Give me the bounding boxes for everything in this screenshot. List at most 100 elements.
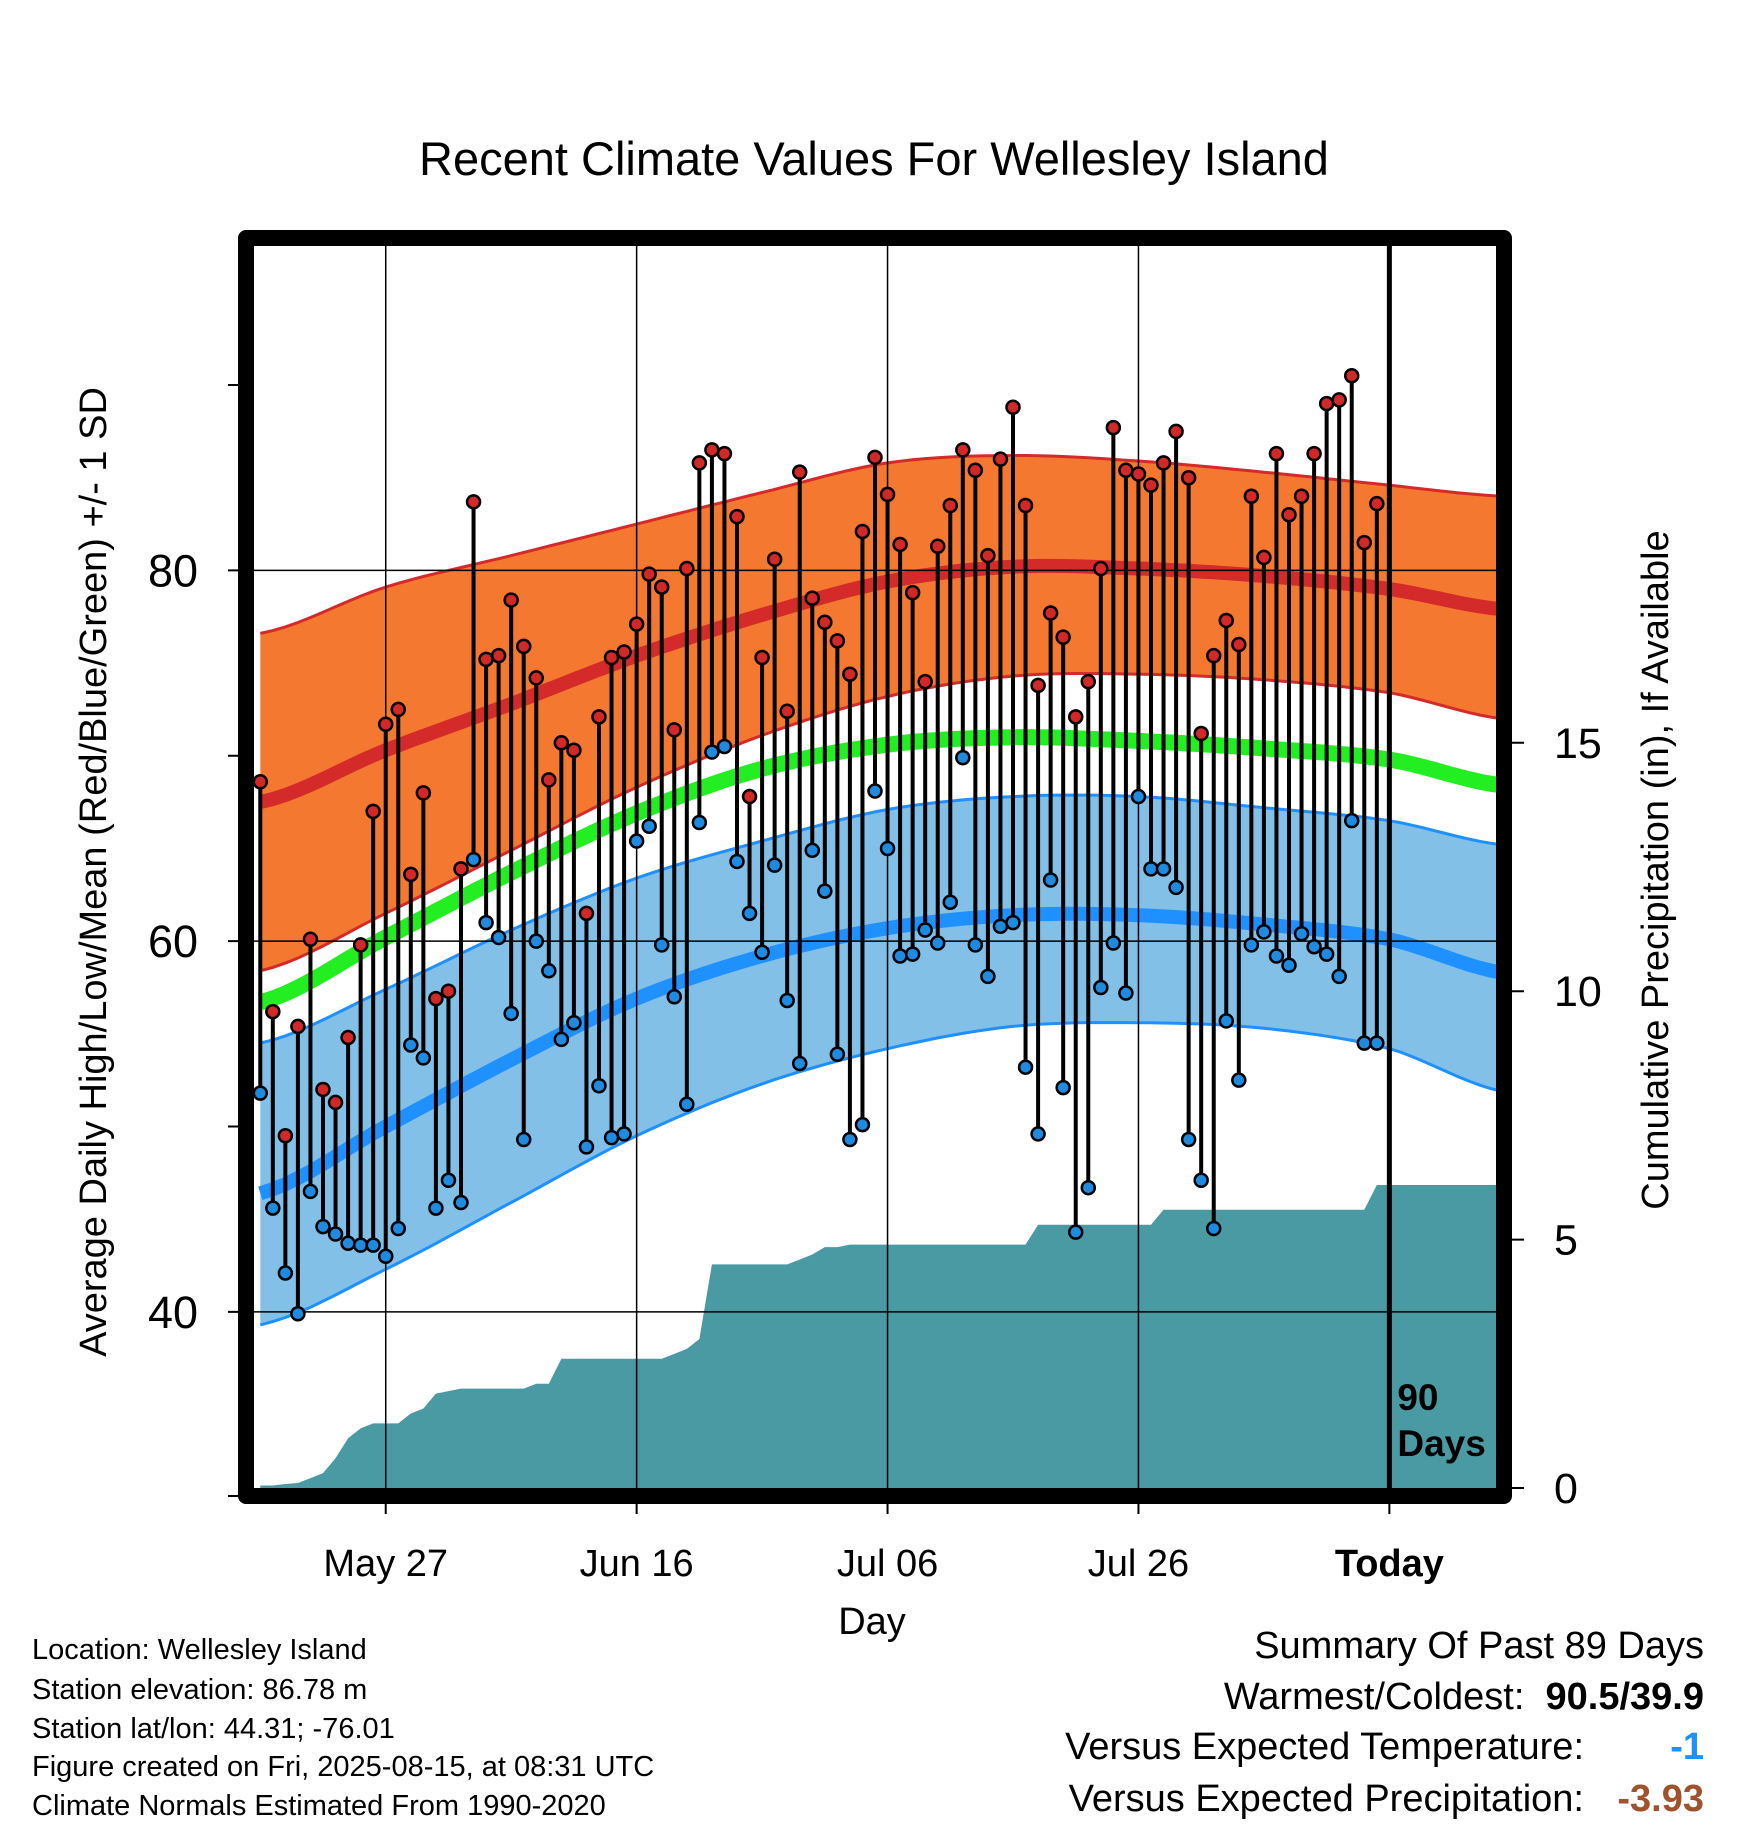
daily-low-point xyxy=(1356,1035,1373,1051)
daily-high-point xyxy=(1180,469,1197,486)
temp-label: Versus Expected Temperature: xyxy=(1065,1726,1584,1768)
daily-high-point xyxy=(1343,368,1360,384)
daily-low-point xyxy=(1030,1126,1046,1142)
y-tick-label: 40 xyxy=(148,1287,198,1338)
daily-low-point xyxy=(967,937,984,953)
daily-high-point xyxy=(1231,636,1247,653)
daily-high-point xyxy=(1080,673,1097,690)
daily-low-point xyxy=(666,989,683,1005)
daily-high-point xyxy=(679,560,695,577)
daily-low-point xyxy=(691,814,708,831)
daily-high-point xyxy=(854,523,871,540)
precip-row: Versus Expected Precipitation: -3.93 xyxy=(1069,1780,1704,1818)
daily-high-point xyxy=(327,1094,344,1111)
daily-low-point xyxy=(1343,812,1360,829)
daily-high-point xyxy=(1055,629,1071,645)
daily-high-point xyxy=(955,442,971,458)
daily-low-point xyxy=(628,833,645,849)
daily-high-point xyxy=(465,494,482,510)
daily-high-point xyxy=(942,497,959,514)
daily-low-point xyxy=(390,1220,407,1237)
daily-low-point xyxy=(515,1131,532,1148)
daily-high-point xyxy=(817,614,833,631)
daily-low-point xyxy=(716,738,733,755)
daily-low-point xyxy=(591,1077,607,1094)
daily-low-point xyxy=(578,1139,595,1155)
daily-high-point xyxy=(1293,488,1310,505)
y2-tick-label: 15 xyxy=(1554,720,1602,768)
daily-low-point xyxy=(892,948,908,964)
daily-low-point xyxy=(490,929,507,946)
elevation-text: Station elevation: 86.78 m xyxy=(32,1674,368,1706)
daily-high-point xyxy=(1017,497,1034,514)
daily-high-point xyxy=(992,451,1009,467)
daily-high-point xyxy=(1331,392,1347,408)
daily-low-point xyxy=(616,1126,632,1142)
daily-low-point xyxy=(453,1194,469,1211)
daily-high-point xyxy=(1168,423,1184,440)
temp-value: -1 xyxy=(1670,1726,1704,1768)
daily-low-point xyxy=(415,1050,432,1066)
daily-high-point xyxy=(254,773,269,790)
daily-low-point xyxy=(641,818,657,834)
daily-low-point xyxy=(1118,985,1134,1001)
daily-low-point xyxy=(1218,1013,1235,1029)
summary-title: Summary Of Past 89 Days xyxy=(1254,1625,1704,1667)
daily-high-point xyxy=(628,616,645,632)
daily-high-point xyxy=(1268,445,1285,462)
daily-high-point xyxy=(729,508,745,525)
daily-high-point xyxy=(478,651,494,668)
warm-cold-value: 90.5/39.9 xyxy=(1545,1676,1704,1718)
daily-high-point xyxy=(829,633,846,649)
daily-high-point xyxy=(1243,488,1260,505)
daily-high-point xyxy=(1143,477,1159,493)
daily-low-point xyxy=(377,1248,394,1265)
daily-high-point xyxy=(1306,445,1322,462)
warm-cold-label: Warmest/Coldest: xyxy=(1223,1676,1525,1718)
daily-high-point xyxy=(302,931,319,948)
daily-high-point xyxy=(1155,455,1172,471)
daily-high-point xyxy=(1205,647,1222,664)
daily-low-point xyxy=(302,1183,319,1200)
daily-high-point xyxy=(867,449,883,466)
daily-high-point xyxy=(553,735,570,751)
normals-text: Climate Normals Estimated From 1990-2020 xyxy=(32,1790,606,1822)
y-tick-label: 60 xyxy=(148,916,198,967)
daily-high-point xyxy=(541,772,557,788)
daily-low-point xyxy=(340,1235,356,1252)
daily-low-point xyxy=(929,935,946,951)
daily-low-point xyxy=(942,894,959,910)
y2-tick-label: 10 xyxy=(1554,968,1602,1016)
daily-low-point xyxy=(1067,1224,1084,1240)
daily-low-point xyxy=(704,744,720,760)
daily-high-point xyxy=(666,722,683,738)
x-tick-label: May 27 xyxy=(323,1543,448,1585)
daily-high-point xyxy=(766,551,783,568)
daily-low-point xyxy=(904,946,921,962)
daily-high-point xyxy=(904,584,921,601)
daily-high-point xyxy=(428,990,444,1007)
daily-high-point xyxy=(691,455,708,471)
daily-high-point xyxy=(1005,399,1021,416)
daily-low-point xyxy=(879,840,896,857)
daily-high-point xyxy=(1281,507,1297,523)
daily-high-point xyxy=(603,649,620,666)
daily-low-point xyxy=(465,851,482,868)
daily-high-point xyxy=(440,983,457,999)
daily-low-point xyxy=(428,1200,444,1216)
daily-low-point xyxy=(277,1265,294,1281)
daily-low-point xyxy=(1042,872,1059,888)
daily-low-point xyxy=(1268,948,1285,964)
daily-high-point xyxy=(716,445,733,462)
y2-tick-label: 0 xyxy=(1554,1465,1578,1513)
daily-low-point xyxy=(779,992,795,1009)
daily-low-point xyxy=(528,933,545,949)
daily-low-point xyxy=(741,905,758,922)
daily-high-point xyxy=(980,547,996,564)
daily-high-point xyxy=(1256,549,1272,566)
daily-high-point xyxy=(415,785,432,801)
y2-axis-label: Cumulative Precipitation (in), If Availa… xyxy=(1635,530,1677,1209)
daily-low-point xyxy=(541,963,557,979)
daily-high-point xyxy=(1193,725,1209,742)
daily-high-point xyxy=(403,866,419,883)
